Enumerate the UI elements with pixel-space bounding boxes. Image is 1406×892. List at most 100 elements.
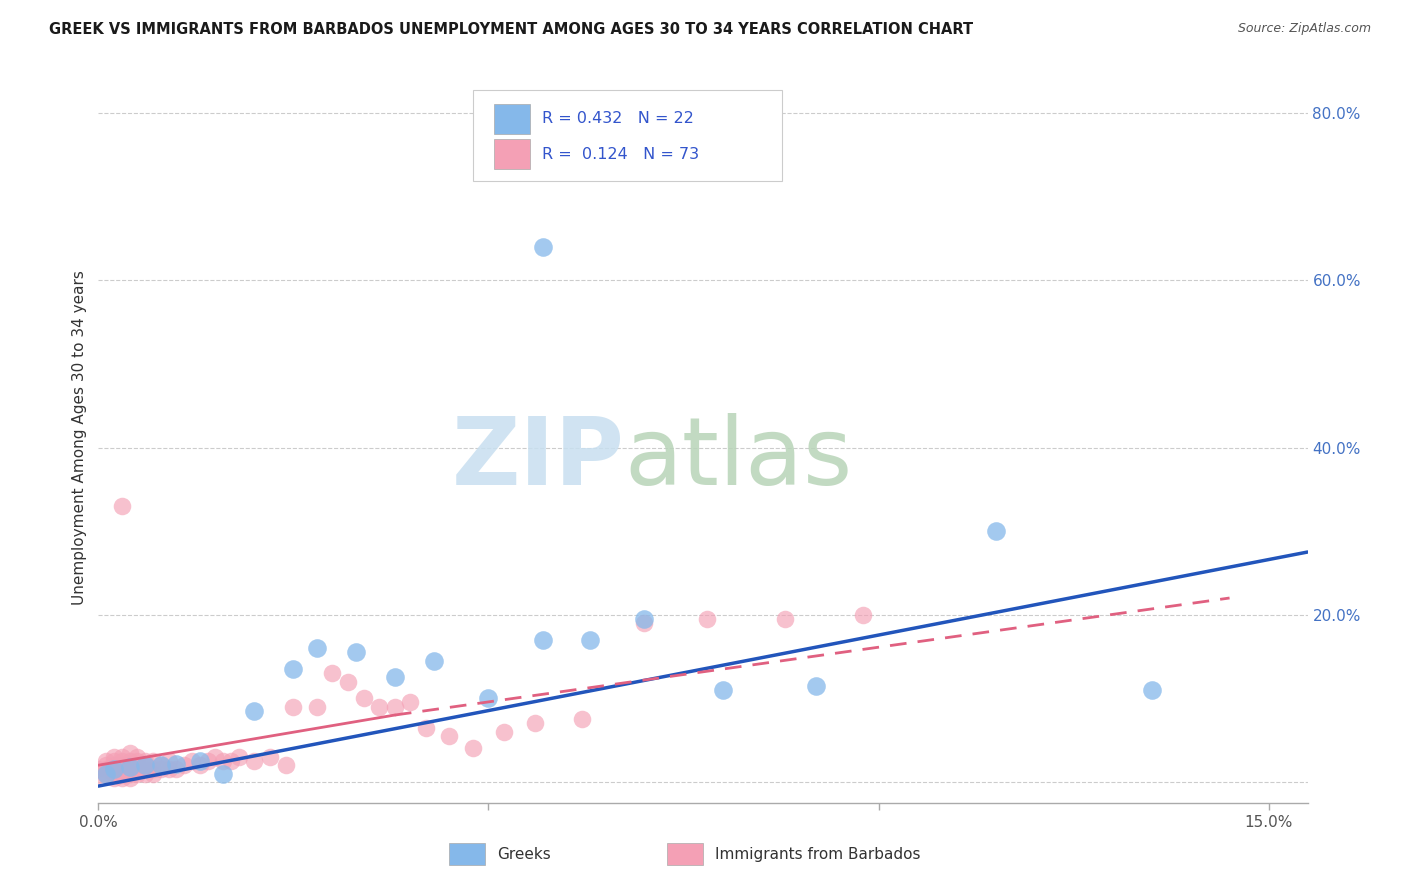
- Point: [344, 645, 367, 659]
- Text: ZIP: ZIP: [451, 413, 624, 505]
- Point: [165, 763, 187, 777]
- Point: [283, 662, 305, 676]
- Point: [111, 766, 134, 780]
- Bar: [494, 139, 530, 169]
- Point: [524, 716, 547, 731]
- Point: [243, 704, 266, 718]
- Point: [531, 632, 554, 647]
- Point: [305, 641, 328, 656]
- Point: [212, 754, 235, 768]
- Point: [157, 763, 180, 777]
- Point: [142, 763, 165, 777]
- Point: [165, 756, 187, 771]
- Point: [111, 771, 134, 785]
- Point: [243, 754, 266, 768]
- Point: [103, 758, 125, 772]
- Point: [118, 766, 141, 780]
- Point: [111, 763, 134, 777]
- Point: [127, 749, 149, 764]
- Point: [321, 666, 343, 681]
- Text: GREEK VS IMMIGRANTS FROM BARBADOS UNEMPLOYMENT AMONG AGES 30 TO 34 YEARS CORRELA: GREEK VS IMMIGRANTS FROM BARBADOS UNEMPL…: [49, 22, 973, 37]
- Point: [134, 758, 156, 772]
- Point: [96, 766, 118, 780]
- Point: [399, 696, 422, 710]
- Text: Source: ZipAtlas.com: Source: ZipAtlas.com: [1237, 22, 1371, 36]
- Point: [188, 758, 211, 772]
- Point: [96, 768, 118, 782]
- Point: [118, 754, 141, 768]
- Point: [696, 612, 718, 626]
- Text: R =  0.124   N = 73: R = 0.124 N = 73: [543, 146, 699, 161]
- Bar: [494, 104, 530, 134]
- Point: [228, 749, 250, 764]
- Point: [804, 679, 827, 693]
- Point: [111, 749, 134, 764]
- Point: [127, 766, 149, 780]
- Point: [773, 612, 796, 626]
- Point: [96, 763, 118, 777]
- Point: [149, 758, 172, 772]
- Point: [127, 754, 149, 768]
- Point: [142, 766, 165, 780]
- Point: [212, 766, 235, 780]
- Point: [477, 691, 499, 706]
- Point: [103, 749, 125, 764]
- Point: [142, 754, 165, 768]
- Point: [111, 754, 134, 768]
- Point: [633, 612, 655, 626]
- Point: [531, 240, 554, 254]
- Point: [353, 691, 375, 706]
- Point: [87, 763, 110, 777]
- Point: [368, 699, 391, 714]
- Point: [87, 768, 110, 782]
- Point: [118, 746, 141, 760]
- Point: [852, 607, 875, 622]
- Point: [197, 754, 219, 768]
- Point: [711, 682, 734, 697]
- Point: [118, 763, 141, 777]
- Point: [283, 699, 305, 714]
- Point: [103, 766, 125, 780]
- Point: [118, 758, 141, 772]
- Text: Greeks: Greeks: [498, 847, 551, 862]
- Point: [118, 771, 141, 785]
- Point: [181, 754, 204, 768]
- Point: [984, 524, 1007, 538]
- Point: [127, 758, 149, 772]
- Point: [96, 766, 118, 780]
- Point: [461, 741, 484, 756]
- Point: [149, 758, 172, 772]
- Point: [103, 763, 125, 777]
- Point: [439, 729, 461, 743]
- Point: [111, 768, 134, 782]
- Point: [103, 764, 125, 779]
- Point: [274, 758, 297, 772]
- FancyBboxPatch shape: [474, 90, 782, 181]
- Point: [423, 654, 446, 668]
- Point: [103, 771, 125, 785]
- Point: [103, 763, 125, 777]
- Point: [134, 763, 156, 777]
- Point: [111, 499, 134, 513]
- Point: [127, 763, 149, 777]
- Point: [134, 766, 156, 780]
- Point: [337, 674, 360, 689]
- Point: [96, 754, 118, 768]
- Point: [305, 699, 328, 714]
- Point: [157, 754, 180, 768]
- Point: [134, 758, 156, 772]
- Point: [259, 749, 281, 764]
- Bar: [449, 843, 485, 865]
- Y-axis label: Unemployment Among Ages 30 to 34 years: Unemployment Among Ages 30 to 34 years: [72, 269, 87, 605]
- Point: [173, 758, 195, 772]
- Bar: [666, 843, 703, 865]
- Point: [219, 754, 242, 768]
- Text: Immigrants from Barbados: Immigrants from Barbados: [716, 847, 921, 862]
- Point: [384, 699, 406, 714]
- Point: [633, 616, 655, 631]
- Point: [1140, 682, 1163, 697]
- Point: [134, 754, 156, 768]
- Point: [149, 763, 172, 777]
- Point: [96, 758, 118, 772]
- Point: [188, 754, 211, 768]
